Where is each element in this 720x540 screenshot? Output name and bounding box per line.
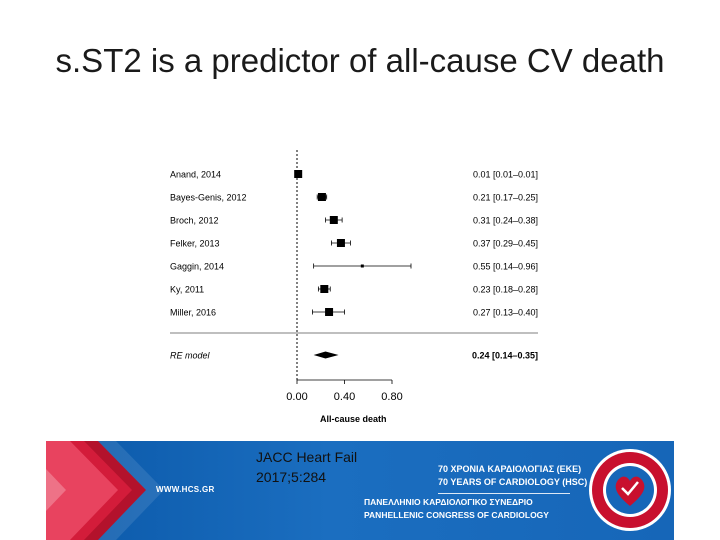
study-row: Miller, 2016 0.27 [0.13–0.40] [170,308,538,318]
x-tick-label: 0.80 [381,391,402,403]
hcs-emblem-icon [589,449,671,531]
summary-ci-label: 0.24 [0.14–0.35] [472,351,538,361]
point-estimate [325,308,334,316]
ci-value-label: 0.23 [0.18–0.28] [473,285,538,295]
x-axis: 0.00 0.40 0.80 All-cause death [286,379,403,424]
study-row: Ky, 2011 0.23 [0.18–0.28] [170,285,538,295]
banner-chevron-graphic [46,441,164,540]
citation-text: JACC Heart Fail 2017;5:284 [256,449,358,485]
study-label: Anand, 2014 [170,170,221,180]
congress-banner: WWW.HCS.GR JACC Heart Fail 2017;5:284 70… [46,441,674,540]
ci-value-label: 0.27 [0.13–0.40] [473,308,538,318]
x-tick-label: 0.40 [334,391,355,403]
ci-value-label: 0.01 [0.01–0.01] [473,170,538,180]
point-estimate [336,239,345,247]
ci-value-label: 0.55 [0.14–0.96] [473,262,538,272]
anniversary-english: 70 YEARS OF CARDIOLOGY (HSC) [438,477,588,487]
point-estimate [360,264,364,268]
congress-english: PANHELLENIC CONGRESS OF CARDIOLOGY [364,510,549,520]
study-row: Anand, 2014 0.01 [0.01–0.01] [170,170,538,180]
point-estimate [317,193,326,201]
study-row: Felker, 2013 0.37 [0.29–0.45] [170,239,538,249]
study-label: Miller, 2016 [170,308,216,318]
anniversary-greek: 70 ΧΡΟΝΙΑ ΚΑΡΔΙΟΛΟΓΙΑΣ (ΕΚΕ) [438,464,582,474]
study-label: Felker, 2013 [170,239,220,249]
study-row: Bayes-Genis, 2012 0.21 [0.17–0.25] [170,193,538,203]
congress-greek: ΠΑΝΕΛΛΗΝΙΟ ΚΑΡΔΙΟΛΟΓΙΚΟ ΣΥΝΕΔΡΙΟ [364,497,533,507]
point-estimate [320,285,329,293]
ci-value-label: 0.21 [0.17–0.25] [473,193,538,203]
study-label: Broch, 2012 [170,216,219,226]
slide-title: s.ST2 is a predictor of all-cause CV dea… [55,42,665,79]
forest-plot: Anand, 2014 0.01 [0.01–0.01] Bayes-Genis, … [170,150,538,424]
study-row: Broch, 2012 0.31 [0.24–0.38] [170,216,538,226]
study-label: Gaggin, 2014 [170,262,224,272]
study-label: Ky, 2011 [170,285,204,295]
website-link[interactable]: WWW.HCS.GR [156,485,215,494]
summary-diamond [313,351,339,359]
banner-divider [438,493,570,494]
point-estimate [329,216,338,224]
x-tick-label: 0.00 [286,391,307,403]
study-row: Gaggin, 2014 0.55 [0.14–0.96] [170,262,538,272]
x-axis-label: All-cause death [320,414,387,424]
ci-value-label: 0.37 [0.29–0.45] [473,239,538,249]
summary-label: RE model [170,351,211,361]
study-label: Bayes-Genis, 2012 [170,193,247,203]
ci-value-label: 0.31 [0.24–0.38] [473,216,538,226]
point-estimate [294,170,303,178]
